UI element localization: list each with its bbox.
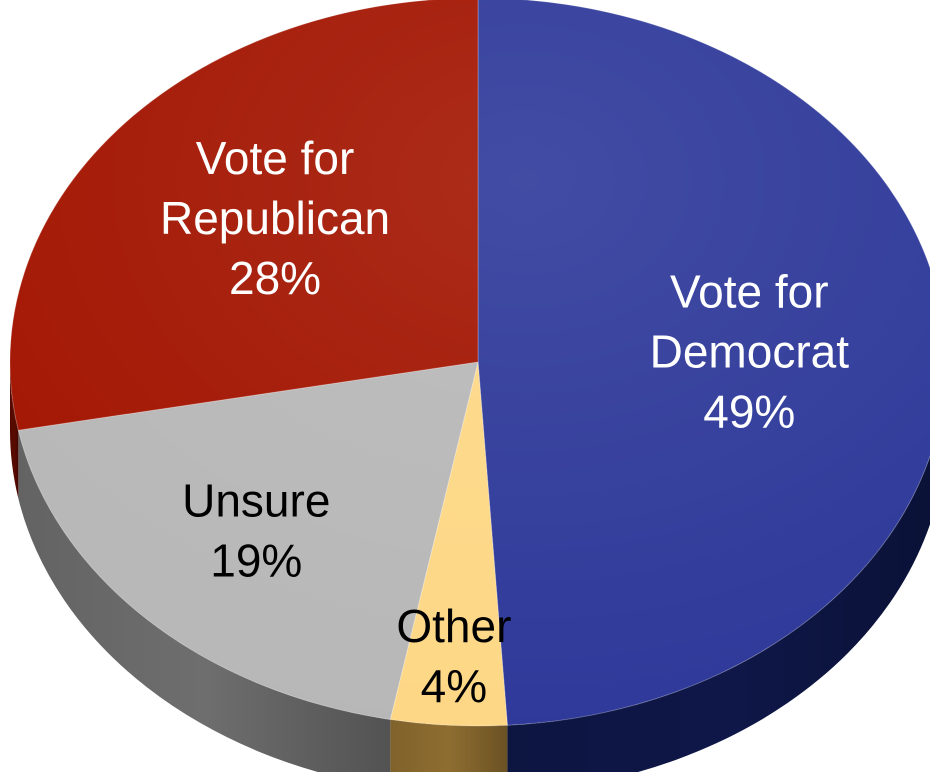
pie-slice-label: Republican bbox=[160, 192, 390, 244]
pie-slice-label: Other bbox=[396, 600, 511, 652]
pie-slice-label: Unsure bbox=[182, 475, 330, 527]
pie-slice-side-shade-2 bbox=[18, 430, 391, 772]
pie-gloss bbox=[10, 0, 930, 726]
pie-slice-label: Vote for bbox=[196, 132, 355, 184]
pie-slice-label: Democrat bbox=[650, 326, 850, 378]
pie-labels: Vote for Democrat 49% Other 4% Unsure 19% Vote … bbox=[160, 132, 849, 712]
pie-slice-side-shade-3 bbox=[10, 362, 19, 499]
pie-slice-label: Vote for bbox=[670, 266, 829, 318]
pie-tops bbox=[9, 0, 930, 727]
pie-sides bbox=[10, 362, 930, 772]
pie-slice-value-label: 4% bbox=[421, 660, 487, 712]
pie-slice-value-label: 28% bbox=[229, 252, 321, 304]
pie-slice-value-label: 49% bbox=[703, 386, 795, 438]
pie-slice-value-label: 19% bbox=[210, 535, 302, 587]
pie-slice-side-shade-0 bbox=[507, 456, 930, 772]
pie-slice-side-shade-1 bbox=[390, 719, 508, 772]
